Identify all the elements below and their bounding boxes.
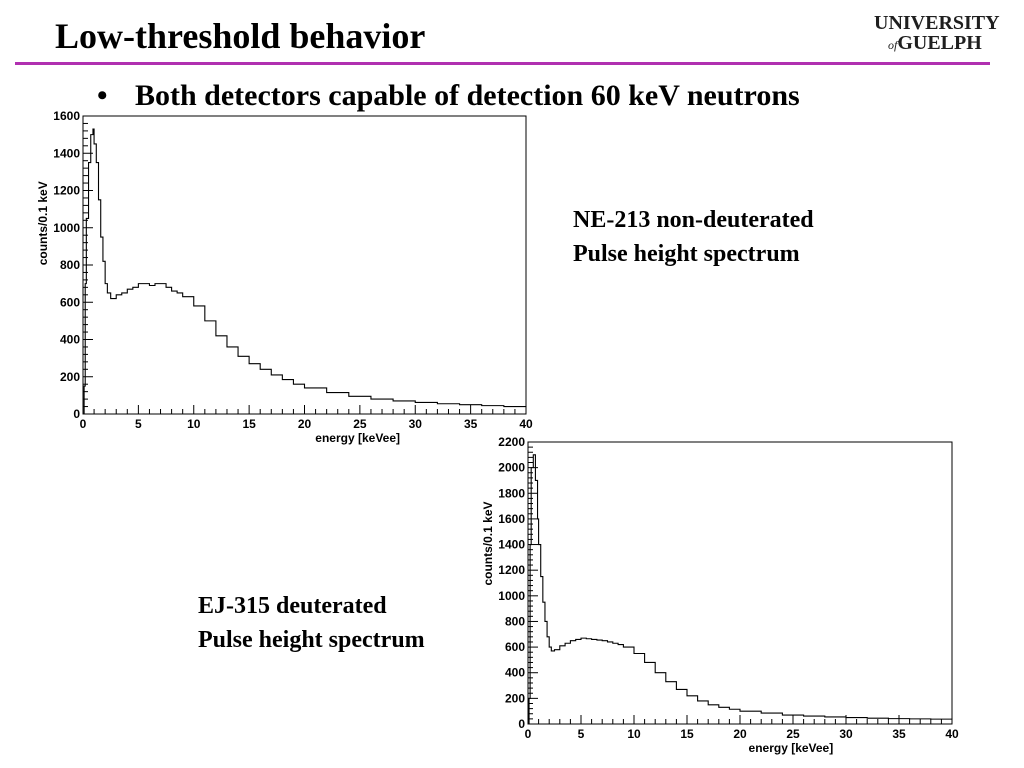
- x-tick-label: 20: [298, 417, 312, 431]
- bullet-dot-icon: •: [97, 79, 108, 112]
- x-tick-label: 5: [578, 727, 585, 741]
- x-tick-label: 25: [786, 727, 800, 741]
- bullet-text: Both detectors capable of detection 60 k…: [135, 79, 800, 112]
- caption-ne213-line2: Pulse height spectrum: [573, 241, 800, 267]
- y-tick-label: 1000: [53, 221, 80, 235]
- y-tick-label: 400: [60, 333, 80, 347]
- y-tick-label: 1600: [498, 512, 525, 526]
- spectrum-series-line: [528, 454, 953, 725]
- x-tick-label: 0: [525, 727, 532, 741]
- logo-text-university: UNIVERSITY: [874, 12, 1000, 34]
- y-axis-label: counts/0.1 keV: [36, 181, 50, 265]
- x-axis-label: energy [keVee]: [749, 741, 834, 755]
- y-tick-label: 200: [505, 691, 525, 705]
- y-tick-label: 800: [505, 614, 525, 628]
- y-tick-label: 1400: [498, 538, 525, 552]
- title-rule: [15, 62, 990, 65]
- x-tick-label: 30: [409, 417, 423, 431]
- y-tick-label: 600: [505, 640, 525, 654]
- logo-text-guelph-main: GUELPH: [897, 32, 982, 54]
- plot-frame: [82, 115, 527, 415]
- y-axis-label: counts/0.1 keV: [481, 501, 495, 585]
- caption-ej315-line2: Pulse height spectrum: [198, 627, 425, 653]
- x-axis-label: energy [keVee]: [315, 431, 400, 445]
- ne213-spectrum-chart: 0 5 10 15 20 25 30 35 40020040060080010001200140…: [36, 109, 533, 445]
- y-tick-label: 2200: [498, 435, 525, 449]
- x-tick-label: 0: [80, 417, 87, 431]
- y-tick-label: 800: [60, 258, 80, 272]
- x-tick-label: 5: [135, 417, 142, 431]
- y-tick-label: 400: [505, 666, 525, 680]
- y-tick-label: 1400: [53, 146, 80, 160]
- spectrum-series-line: [83, 128, 527, 415]
- x-tick-label: 30: [839, 727, 853, 741]
- y-tick-label: 2000: [498, 461, 525, 475]
- university-of-guelph-logo: UNIVERSITY ofGUELPH: [872, 12, 1000, 58]
- caption-ne213-line1: NE-213 non-deuterated: [573, 207, 814, 233]
- logo-text-of: of: [888, 38, 898, 52]
- logo-text-guelph: ofGUELPH: [888, 32, 982, 55]
- x-tick-label: 35: [464, 417, 478, 431]
- y-tick-label: 1800: [498, 486, 525, 500]
- caption-ej315: EJ-315 deuterated Pulse height spectrum: [198, 589, 425, 657]
- y-tick-label: 600: [60, 295, 80, 309]
- x-tick-label: 35: [892, 727, 906, 741]
- caption-ej315-line1: EJ-315 deuterated: [198, 593, 387, 619]
- y-tick-label: 1200: [53, 184, 80, 198]
- x-tick-label: 10: [187, 417, 201, 431]
- x-tick-label: 15: [242, 417, 256, 431]
- x-tick-label: 10: [627, 727, 641, 741]
- plot-frame: [527, 441, 953, 725]
- x-tick-label: 20: [733, 727, 747, 741]
- ej315-spectrum-chart: 0 5 10 15 20 25 30 35 40020040060080010001200140…: [481, 435, 959, 755]
- x-tick-label: 25: [353, 417, 367, 431]
- slide-title: Low-threshold behavior: [55, 16, 426, 56]
- y-tick-label: 1200: [498, 563, 525, 577]
- y-tick-label: 0: [518, 717, 525, 731]
- x-tick-label: 40: [519, 417, 533, 431]
- y-tick-label: 0: [73, 407, 80, 421]
- y-tick-label: 200: [60, 370, 80, 384]
- y-tick-label: 1000: [498, 589, 525, 603]
- x-tick-label: 40: [945, 727, 959, 741]
- y-tick-label: 1600: [53, 109, 80, 123]
- x-tick-label: 15: [680, 727, 694, 741]
- caption-ne213: NE-213 non-deuterated Pulse height spect…: [573, 203, 814, 271]
